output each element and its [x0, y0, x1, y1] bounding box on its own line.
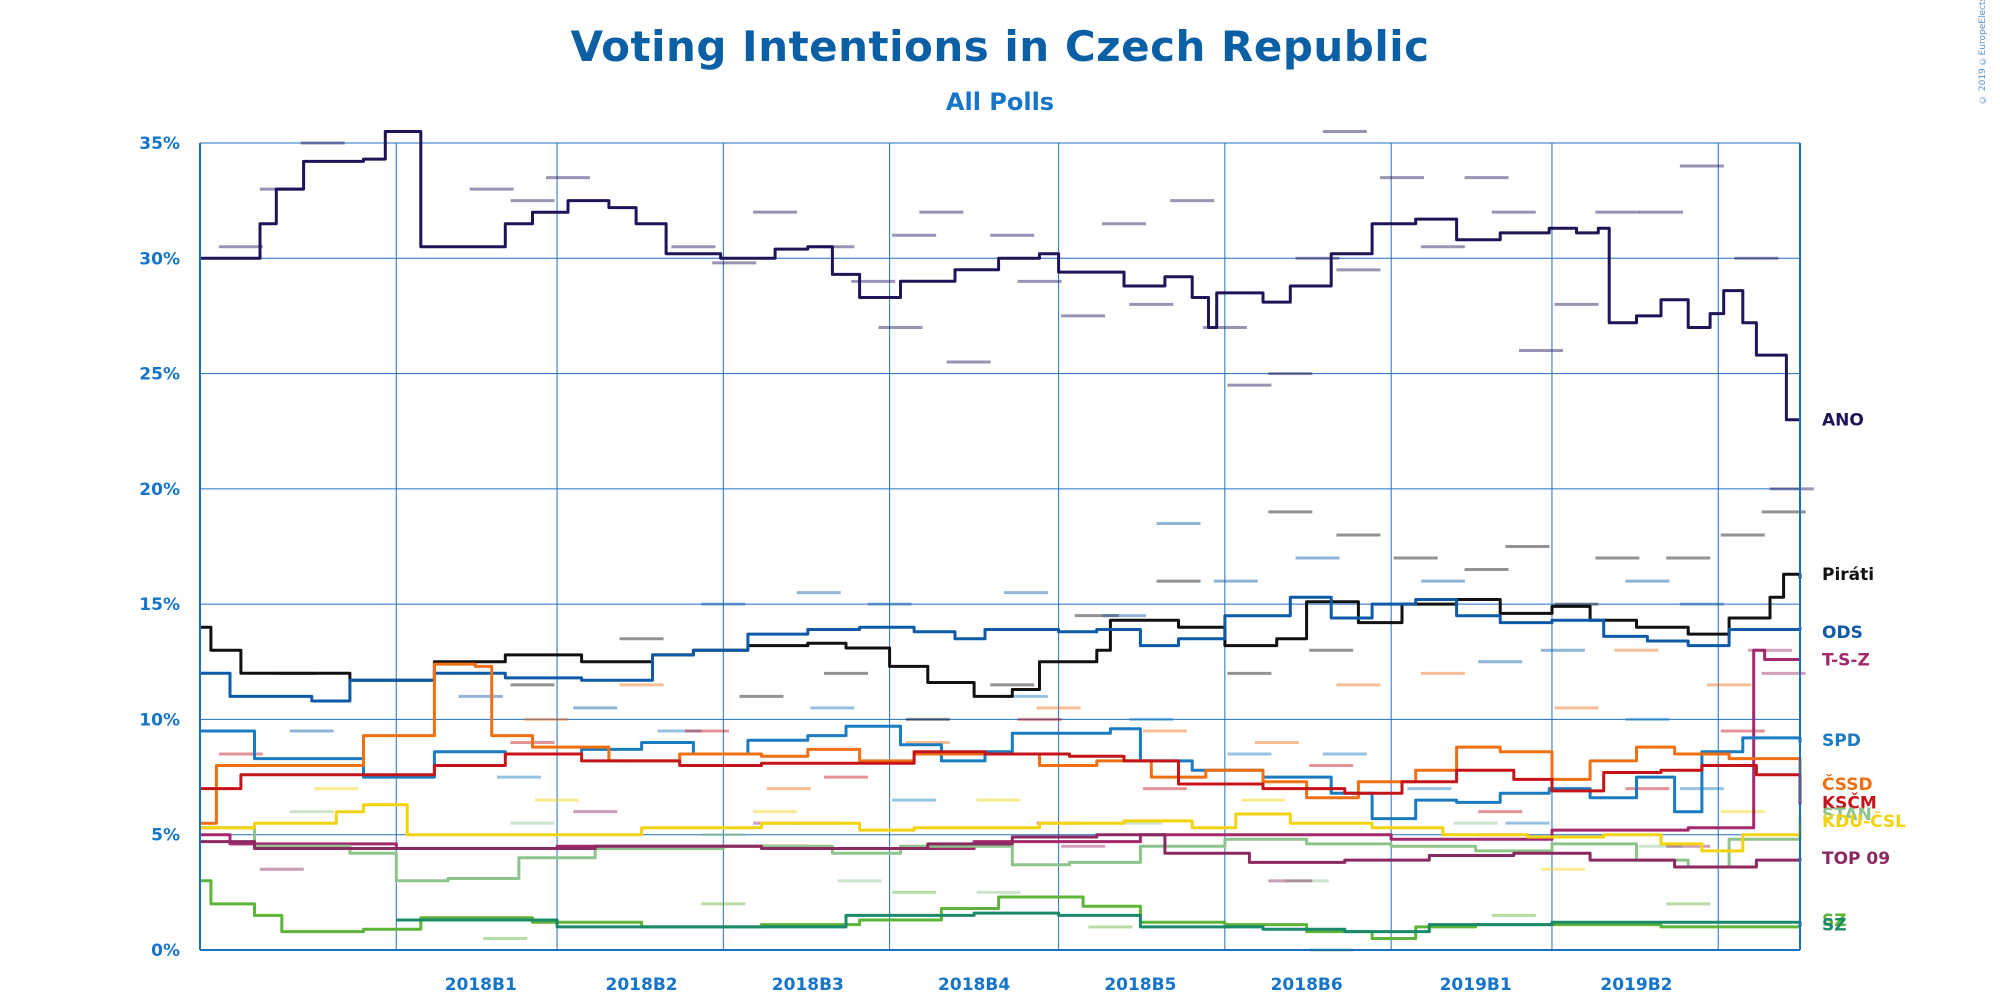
poll-markers — [218, 129, 1814, 952]
party-label: SZ — [1822, 916, 1847, 936]
y-tick-label: 30% — [139, 249, 180, 269]
party-label: ČSSD — [1822, 773, 1873, 795]
y-tick-label: 25% — [139, 365, 180, 385]
series-line — [200, 662, 1802, 825]
series-line — [200, 833, 1802, 869]
party-label: SPD — [1822, 731, 1861, 751]
y-tick-label: 35% — [139, 134, 180, 154]
party-label: KSČM — [1822, 791, 1877, 813]
chart-subtitle: All Polls — [945, 88, 1055, 116]
party-label: KDU-ČSL — [1822, 810, 1906, 832]
series-line — [200, 816, 1802, 883]
x-tick-label: 2018B6 — [1271, 975, 1343, 995]
y-tick-label: 20% — [139, 480, 180, 500]
y-tick-label: 15% — [139, 595, 180, 615]
series-line — [200, 803, 1802, 853]
axes: 0% 5% 10% 15% 20% 25% 30% 35% 2018B1 2018B2 2018B3… — [139, 134, 1801, 995]
party-label: ANO — [1822, 411, 1864, 431]
party-label: TOP 09 — [1822, 849, 1890, 869]
series-line — [200, 724, 1802, 821]
party-label: T-S-Z — [1822, 650, 1870, 670]
series-line — [200, 750, 1802, 805]
y-tick-label: 5% — [151, 826, 180, 846]
party-label: STAN — [1822, 805, 1872, 825]
x-tick-label: 2019B1 — [1440, 975, 1512, 995]
x-tick-label: 2018B2 — [606, 975, 678, 995]
series-line — [200, 130, 1800, 422]
x-tick-label: 2019B2 — [1600, 975, 1672, 995]
y-tick-label: 0% — [151, 941, 180, 961]
x-tick-label: 2018B1 — [445, 975, 517, 995]
x-tick-label: 2018B3 — [772, 975, 844, 995]
series-lines — [200, 130, 1802, 940]
x-tick-label: 2018B5 — [1104, 975, 1176, 995]
series-line — [200, 879, 1800, 940]
series-line — [396, 911, 1802, 934]
series-line — [200, 595, 1802, 703]
party-label: Piráti — [1822, 565, 1874, 585]
y-tick-label: 10% — [139, 710, 180, 730]
series-line — [200, 572, 1802, 698]
chart-title: Voting Intentions in Czech Republic — [570, 22, 1430, 71]
party-label: SZ — [1822, 911, 1847, 931]
x-tick-label: 2018B4 — [938, 975, 1010, 995]
series-line — [200, 648, 1800, 850]
party-label: ODS — [1822, 623, 1863, 643]
